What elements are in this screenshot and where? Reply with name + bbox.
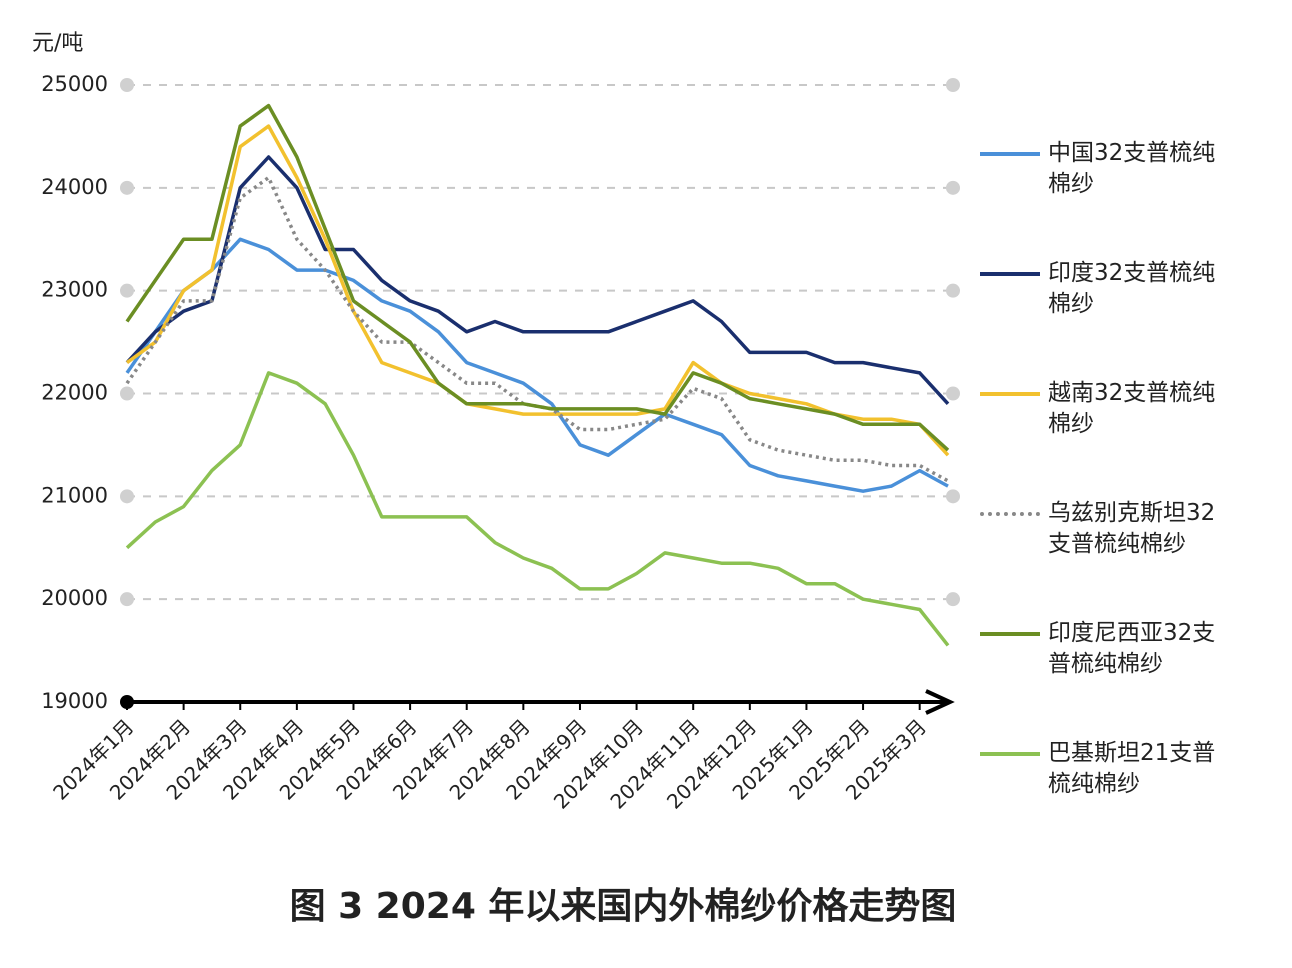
grid-end [946,592,960,607]
y-tick-label: 20000 [41,586,108,610]
legend-swatch [980,392,1040,396]
legend-swatch [980,152,1040,156]
legend-label: 印度32支普梳纯棉纱 [1048,260,1216,317]
grid-end [120,386,134,401]
series-line [125,155,950,405]
y-tick-label: 24000 [41,175,108,199]
grid-end [946,283,960,298]
grid-end [120,180,134,195]
y-tick-label: 22000 [41,381,108,405]
grid-end [946,78,960,92]
grid-end [120,489,134,504]
legend-item: 印度32支普梳纯棉纱 [980,258,1280,338]
legend-label: 乌兹别克斯坦32支普梳纯棉纱 [1048,500,1216,557]
legend-label: 中国32支普梳纯棉纱 [1048,140,1216,197]
legend-item: 巴基斯坦21支普梳纯棉纱 [980,738,1280,818]
series-line [125,103,950,452]
y-tick-label: 21000 [41,483,108,507]
legend-swatch [980,752,1040,756]
grid-end [120,78,134,92]
series-line [125,175,949,483]
grid-end [120,283,134,298]
axis-arrow [925,689,955,715]
series-line [125,237,949,493]
series-line [125,371,950,647]
grid-end [120,592,134,607]
legend-item: 印度尼西亚32支普梳纯棉纱 [980,618,1280,698]
y-tick-label: 23000 [41,278,108,302]
legend-label: 越南32支普梳纯棉纱 [1048,380,1216,437]
legend-swatch [980,272,1040,276]
legend-item: 中国32支普梳纯棉纱 [980,138,1280,218]
legend-label: 印度尼西亚32支普梳纯棉纱 [1048,620,1216,677]
series-line [125,124,950,457]
legend-swatch [980,632,1040,636]
legend-item: 越南32支普梳纯棉纱 [980,378,1280,458]
y-axis-label: 元/吨 [32,31,83,56]
grid-end [946,180,960,195]
grid-end [946,386,960,401]
legend-label: 巴基斯坦21支普梳纯棉纱 [1048,740,1216,797]
chart-title: 图 3 2024 年以来国内外棉纱价格走势图 [290,886,957,927]
legend-item: 乌兹别克斯坦32支普梳纯棉纱 [980,498,1280,578]
grid-end [946,489,960,504]
legend-swatch [980,512,1040,516]
y-tick-label: 25000 [41,72,108,96]
y-tick-label: 19000 [41,689,108,713]
